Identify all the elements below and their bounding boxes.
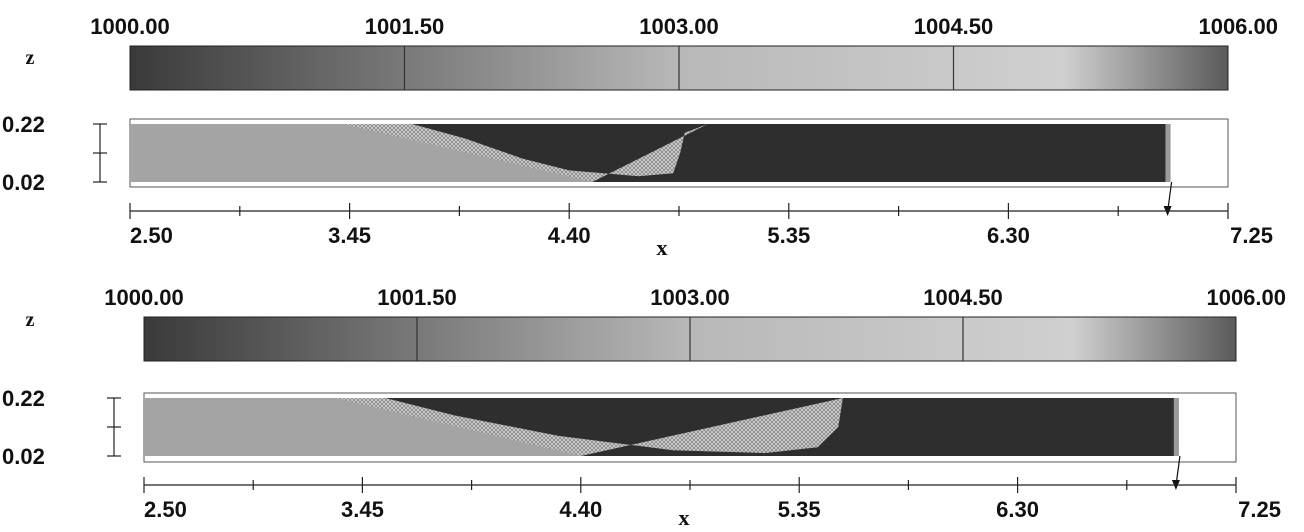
colorbar-tick-label: 1001.50: [365, 14, 445, 39]
colorbar-tick-label: 1004.50: [914, 14, 994, 39]
y-tick-label: 0.02: [2, 444, 45, 469]
x-tick-label: 7.25: [1238, 497, 1281, 522]
x-tick-label: 4.40: [559, 497, 602, 522]
x-tick-label: 6.30: [996, 497, 1039, 522]
colorbar-tick-label: 1006.00: [1198, 14, 1278, 39]
y-tick-label: 0.22: [2, 112, 45, 137]
y-tick-label: 0.02: [2, 170, 45, 195]
edge-strip: [1165, 124, 1171, 182]
x-tick-label: 7.25: [1230, 223, 1273, 248]
z-axis-label: z: [26, 47, 35, 69]
mixing-layer: [334, 398, 843, 456]
colorbar-tick-label: 1003.00: [639, 14, 719, 39]
x-tick-label: 3.45: [341, 497, 384, 522]
light-fluid-region: [144, 398, 581, 456]
colorbar-tick-label: 1000.00: [90, 14, 170, 39]
x-tick-label: 5.35: [778, 497, 821, 522]
x-tick-label: 2.50: [144, 497, 187, 522]
colorbar-tick-label: 1004.50: [923, 285, 1003, 310]
colorbar-tick-label: 1001.50: [377, 285, 457, 310]
y-tick-label: 0.22: [2, 386, 45, 411]
edge-strip: [1173, 398, 1179, 456]
colorbar-tick-label: 1000.00: [104, 285, 184, 310]
mixing-layer: [342, 124, 708, 182]
x-tick-label: 4.40: [548, 223, 591, 248]
panel-bottom: 1000.00 1001.50 1003.00 1004.50 1006.00 z 0.22…: [2, 285, 1286, 530]
light-fluid-region: [130, 124, 593, 182]
x-tick-label: 5.35: [767, 223, 810, 248]
panel-top: 1000.00 1001.50 1003.00 1004.50 1006.00 z 0.22…: [2, 14, 1278, 260]
colorbar-tick-label: 1006.00: [1206, 285, 1286, 310]
x-tick-label: 3.45: [328, 223, 371, 248]
z-axis-label: z: [26, 309, 35, 331]
x-tick-label: 2.50: [130, 223, 173, 248]
colorbar-tick-label: 1003.00: [650, 285, 730, 310]
x-tick-label: 6.30: [987, 223, 1030, 248]
x-axis-label: x: [679, 505, 690, 527]
x-axis-label: x: [657, 235, 668, 260]
